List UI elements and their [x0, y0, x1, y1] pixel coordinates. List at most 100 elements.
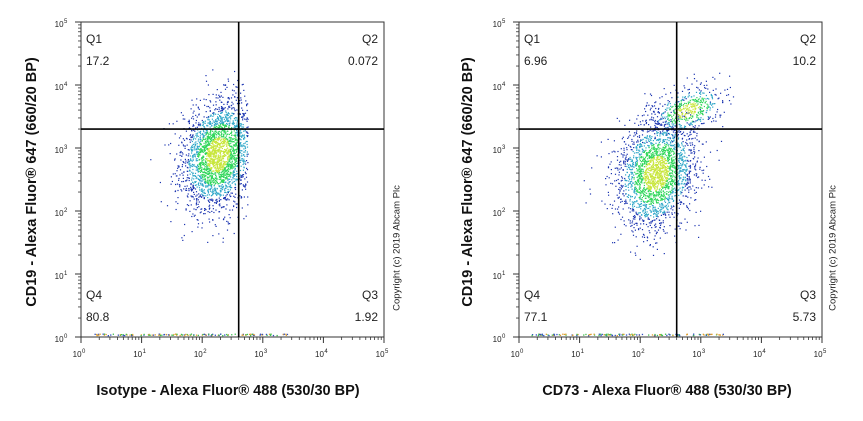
- event-dot: [244, 155, 246, 157]
- event-dot: [652, 154, 655, 156]
- event-dot: [642, 189, 644, 191]
- event-dot: [657, 161, 659, 163]
- event-dot: [656, 211, 658, 214]
- event-dot: [177, 189, 179, 192]
- event-dot: [206, 141, 208, 143]
- event-dot: [670, 178, 672, 180]
- event-dot: [192, 172, 194, 174]
- event-dot: [642, 177, 644, 180]
- event-dot: [246, 103, 248, 105]
- event-dot: [211, 149, 214, 151]
- event-dot: [646, 102, 648, 104]
- event-dot: [669, 162, 671, 164]
- event-dot: [639, 140, 641, 142]
- event-dot: [228, 158, 230, 160]
- event-dot: [110, 334, 112, 336]
- event-dot: [662, 179, 664, 181]
- event-dot: [214, 151, 216, 153]
- event-dot: [658, 189, 660, 191]
- event-dot: [232, 174, 234, 176]
- event-dot: [245, 334, 247, 336]
- event-dot: [663, 170, 665, 172]
- event-dot: [638, 156, 640, 158]
- event-dot: [655, 151, 657, 153]
- event-dot: [623, 163, 625, 165]
- event-dot: [633, 135, 635, 137]
- event-dot: [230, 187, 232, 189]
- event-dot: [647, 144, 649, 147]
- event-dot: [229, 149, 232, 151]
- event-dot: [688, 173, 690, 175]
- event-dot: [171, 334, 173, 336]
- event-dot: [698, 140, 700, 142]
- event-dot: [656, 126, 658, 129]
- event-dot: [657, 180, 659, 182]
- event-dot: [178, 166, 180, 168]
- event-dot: [644, 108, 646, 110]
- event-dot: [228, 173, 230, 175]
- event-dot: [217, 116, 219, 118]
- event-dot: [201, 151, 203, 153]
- event-dot: [223, 162, 225, 165]
- event-dot: [673, 205, 675, 208]
- event-dot: [240, 123, 242, 125]
- event-dot: [643, 151, 645, 153]
- event-dot: [662, 141, 664, 143]
- event-dot: [232, 173, 234, 175]
- event-dot: [246, 153, 248, 155]
- event-dot: [659, 160, 662, 162]
- event-dot: [199, 189, 201, 191]
- event-dot: [206, 138, 208, 140]
- event-dot: [642, 149, 644, 151]
- event-dot: [667, 150, 669, 152]
- event-dot: [209, 211, 211, 213]
- event-dot: [214, 125, 216, 127]
- event-dot: [671, 182, 673, 184]
- event-dot: [205, 162, 208, 164]
- event-dot: [227, 168, 229, 170]
- event-dot: [244, 147, 247, 149]
- event-dot: [636, 224, 638, 226]
- event-dot: [703, 156, 705, 158]
- event-dot: [688, 112, 690, 114]
- event-dot: [190, 148, 192, 150]
- event-dot: [662, 153, 664, 155]
- event-dot: [189, 160, 191, 162]
- event-dot: [122, 334, 124, 336]
- event-dot: [632, 182, 634, 184]
- event-dot: [222, 175, 224, 177]
- event-dot: [637, 176, 639, 178]
- event-dot: [212, 138, 214, 140]
- event-dot: [688, 170, 690, 172]
- event-dot: [231, 107, 233, 109]
- event-dot: [696, 135, 698, 137]
- event-dot: [209, 155, 211, 157]
- event-dot: [631, 230, 633, 232]
- event-dot: [668, 197, 670, 199]
- event-dot: [674, 134, 676, 136]
- event-dot: [179, 169, 182, 171]
- event-dot: [655, 165, 657, 167]
- event-dot: [229, 137, 231, 139]
- event-dot: [220, 163, 222, 165]
- event-dot: [243, 196, 245, 198]
- event-dot: [216, 162, 218, 164]
- event-dot: [702, 172, 704, 174]
- event-dot: [610, 161, 612, 163]
- event-dot: [652, 145, 654, 147]
- event-dot: [650, 161, 652, 163]
- event-dot: [642, 168, 644, 170]
- event-dot: [218, 158, 220, 160]
- event-dot: [211, 139, 213, 141]
- event-dot: [680, 177, 682, 179]
- event-dot: [662, 186, 664, 188]
- event-dot: [637, 189, 639, 191]
- event-dot: [218, 186, 220, 188]
- event-dot: [218, 173, 220, 175]
- event-dot: [648, 181, 650, 183]
- event-dot: [631, 140, 633, 142]
- event-dot: [660, 117, 662, 119]
- event-dot: [678, 172, 680, 174]
- event-dot: [200, 184, 202, 186]
- event-dot: [209, 151, 211, 153]
